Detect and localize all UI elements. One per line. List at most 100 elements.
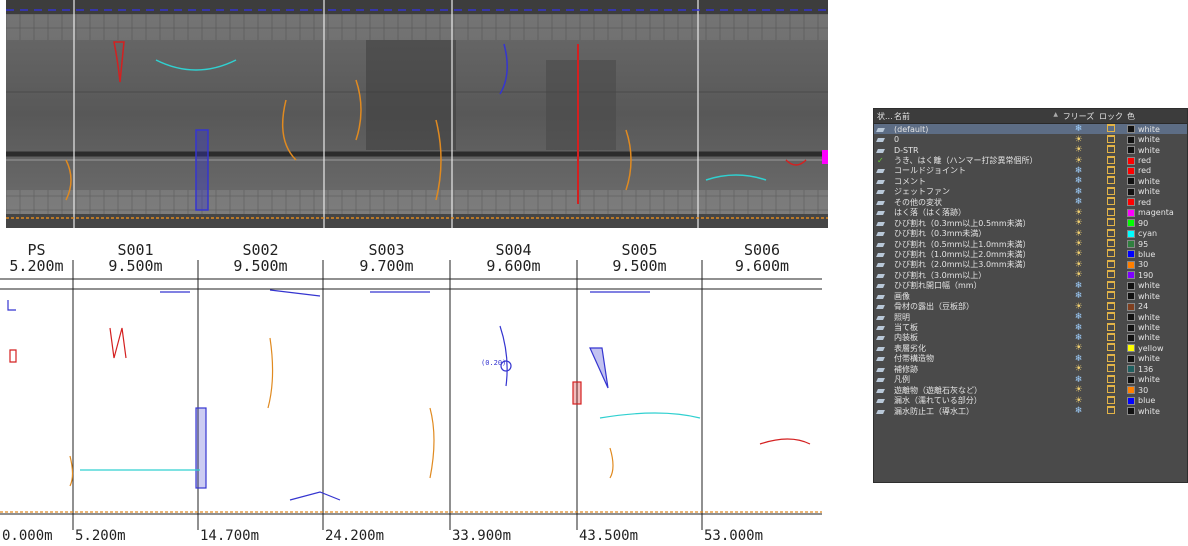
layer-name[interactable]: 0 xyxy=(894,135,900,145)
layer-row[interactable]: ひび割れ開口幅（mm） ❄ white xyxy=(874,280,1187,291)
layer-row[interactable]: ひび割れ（3.0mm以上） ☀ 190 xyxy=(874,270,1187,280)
layer-row[interactable]: 凡例 ❄ white xyxy=(874,374,1187,385)
layer-status-icon[interactable] xyxy=(874,146,894,155)
layer-status-icon[interactable] xyxy=(874,292,894,301)
column-header-freeze[interactable]: フリーズ xyxy=(1062,111,1095,121)
layer-row[interactable]: ひび割れ（0.3mm以上0.5mm未満） ☀ 90 xyxy=(874,218,1187,228)
layer-status-icon[interactable] xyxy=(874,135,894,144)
lock-icon[interactable] xyxy=(1095,176,1127,186)
frozen-snowflake-icon[interactable]: ❄ xyxy=(1074,176,1083,187)
layer-name[interactable]: ひび割れ（2.0mm以上3.0mm未満） xyxy=(894,260,1031,270)
layer-row[interactable]: 漏水防止工（導水工） ❄ white xyxy=(874,406,1187,416)
layer-name[interactable]: 画像 xyxy=(894,291,910,301)
layer-status-icon[interactable] xyxy=(874,271,894,280)
layer-row[interactable]: ひび割れ（2.0mm以上3.0mm未満） ☀ 30 xyxy=(874,259,1187,270)
layer-name[interactable]: ひび割れ（0.3mm以上0.5mm未満） xyxy=(894,218,1031,228)
layer-color-cell[interactable]: cyan xyxy=(1127,229,1187,238)
lock-icon[interactable] xyxy=(1095,353,1127,364)
thawed-sun-icon[interactable]: ☀ xyxy=(1074,145,1083,156)
layer-name[interactable]: 付帯構造物 xyxy=(894,354,934,364)
layer-row[interactable]: (default) ❄ white xyxy=(874,124,1187,135)
thawed-sun-icon[interactable]: ☀ xyxy=(1074,259,1083,270)
lock-icon[interactable] xyxy=(1095,322,1127,333)
thawed-sun-icon[interactable]: ☀ xyxy=(1074,239,1083,250)
layer-name[interactable]: ジェットファン xyxy=(894,187,950,197)
lock-icon[interactable] xyxy=(1095,186,1127,197)
frozen-snowflake-icon[interactable]: ❄ xyxy=(1074,312,1083,323)
frozen-snowflake-icon[interactable]: ❄ xyxy=(1074,124,1083,135)
lock-icon[interactable] xyxy=(1095,124,1127,134)
layer-color-cell[interactable]: 90 xyxy=(1127,219,1187,228)
layer-name[interactable]: コメント xyxy=(894,176,926,186)
layer-name[interactable]: 漏水防止工（導水工） xyxy=(894,406,974,416)
layer-color-cell[interactable]: white xyxy=(1127,354,1187,363)
layer-name[interactable]: 凡例 xyxy=(894,375,910,385)
lock-icon[interactable] xyxy=(1095,207,1127,218)
layer-row[interactable]: 付帯構造物 ❄ white xyxy=(874,353,1187,364)
frozen-snowflake-icon[interactable]: ❄ xyxy=(1074,332,1083,343)
lock-icon[interactable] xyxy=(1095,406,1127,416)
lock-icon[interactable] xyxy=(1095,249,1127,259)
lock-icon[interactable] xyxy=(1095,332,1127,343)
thawed-sun-icon[interactable]: ☀ xyxy=(1074,207,1083,218)
layer-name[interactable]: 表層劣化 xyxy=(894,343,926,353)
layer-name[interactable]: ひび割れ（0.5mm以上1.0mm未満） xyxy=(894,239,1031,249)
column-header-color[interactable]: 色 xyxy=(1127,111,1135,121)
layer-status-icon[interactable] xyxy=(874,177,894,186)
layer-color-cell[interactable]: white xyxy=(1127,187,1187,196)
thawed-sun-icon[interactable]: ☀ xyxy=(1074,270,1083,281)
lock-icon[interactable] xyxy=(1095,301,1127,312)
column-header-lock[interactable]: ロック xyxy=(1099,111,1123,121)
layer-row[interactable]: 漏水（濡れている部分） ☀ blue xyxy=(874,395,1187,406)
layer-color-cell[interactable]: 95 xyxy=(1127,240,1187,249)
layer-color-cell[interactable]: white xyxy=(1127,125,1187,134)
thawed-sun-icon[interactable]: ☀ xyxy=(1074,155,1083,166)
lock-icon[interactable] xyxy=(1095,385,1127,395)
lock-icon[interactable] xyxy=(1095,155,1127,166)
layer-row[interactable]: ひび割れ（0.5mm以上1.0mm未満） ☀ 95 xyxy=(874,239,1187,249)
layer-name[interactable]: ひび割れ（1.0mm以上2.0mm未満） xyxy=(894,249,1031,259)
layer-status-icon[interactable] xyxy=(874,407,894,416)
layer-row[interactable]: ✓ うき、はく離（ハンマー打診異常個所） ☀ red xyxy=(874,155,1187,166)
layer-status-icon[interactable] xyxy=(874,250,894,259)
layer-name[interactable]: ひび割れ（3.0mm以上） xyxy=(894,270,987,280)
layer-row[interactable]: ひび割れ（1.0mm以上2.0mm未満） ☀ blue xyxy=(874,249,1187,259)
layer-color-cell[interactable]: white xyxy=(1127,292,1187,301)
lock-icon[interactable] xyxy=(1095,134,1127,145)
layer-color-cell[interactable]: 30 xyxy=(1127,386,1187,395)
lock-icon[interactable] xyxy=(1095,145,1127,155)
frozen-snowflake-icon[interactable]: ❄ xyxy=(1074,197,1083,208)
frozen-snowflake-icon[interactable]: ❄ xyxy=(1074,322,1083,333)
layer-row[interactable]: 照明 ❄ white xyxy=(874,312,1187,322)
layer-color-cell[interactable]: white xyxy=(1127,407,1187,416)
layer-name[interactable]: 照明 xyxy=(894,312,910,322)
layer-status-icon[interactable] xyxy=(874,375,894,384)
layer-name[interactable]: ひび割れ開口幅（mm） xyxy=(894,281,982,291)
layer-color-cell[interactable]: blue xyxy=(1127,250,1187,259)
layer-row[interactable]: ジェットファン ❄ white xyxy=(874,186,1187,197)
layer-name[interactable]: うき、はく離（ハンマー打診異常個所） xyxy=(894,156,1038,166)
lock-icon[interactable] xyxy=(1095,312,1127,322)
thawed-sun-icon[interactable]: ☀ xyxy=(1074,395,1083,406)
frozen-snowflake-icon[interactable]: ❄ xyxy=(1074,280,1083,291)
lock-icon[interactable] xyxy=(1095,259,1127,270)
layer-row[interactable]: D-STR ☀ white xyxy=(874,145,1187,155)
layer-status-icon[interactable] xyxy=(874,281,894,290)
lock-icon[interactable] xyxy=(1095,343,1127,353)
layer-name[interactable]: 漏水（濡れている部分） xyxy=(894,396,982,406)
layer-status-icon[interactable]: ✓ xyxy=(874,156,894,165)
layer-status-icon[interactable] xyxy=(874,386,894,395)
layer-status-icon[interactable] xyxy=(874,166,894,175)
lock-icon[interactable] xyxy=(1095,374,1127,385)
layer-status-icon[interactable] xyxy=(874,240,894,249)
layer-name[interactable]: 骨材の露出（豆板部） xyxy=(894,302,974,312)
layer-name[interactable]: その他の変状 xyxy=(894,197,942,207)
layer-color-cell[interactable]: white xyxy=(1127,333,1187,342)
layer-color-cell[interactable]: blue xyxy=(1127,396,1187,405)
layer-row[interactable]: 0 ☀ white xyxy=(874,134,1187,145)
lock-icon[interactable] xyxy=(1095,218,1127,228)
layer-status-icon[interactable] xyxy=(874,344,894,353)
layer-row[interactable]: その他の変状 ❄ red xyxy=(874,197,1187,207)
layer-status-icon[interactable] xyxy=(874,396,894,405)
layer-color-cell[interactable]: white xyxy=(1127,281,1187,290)
